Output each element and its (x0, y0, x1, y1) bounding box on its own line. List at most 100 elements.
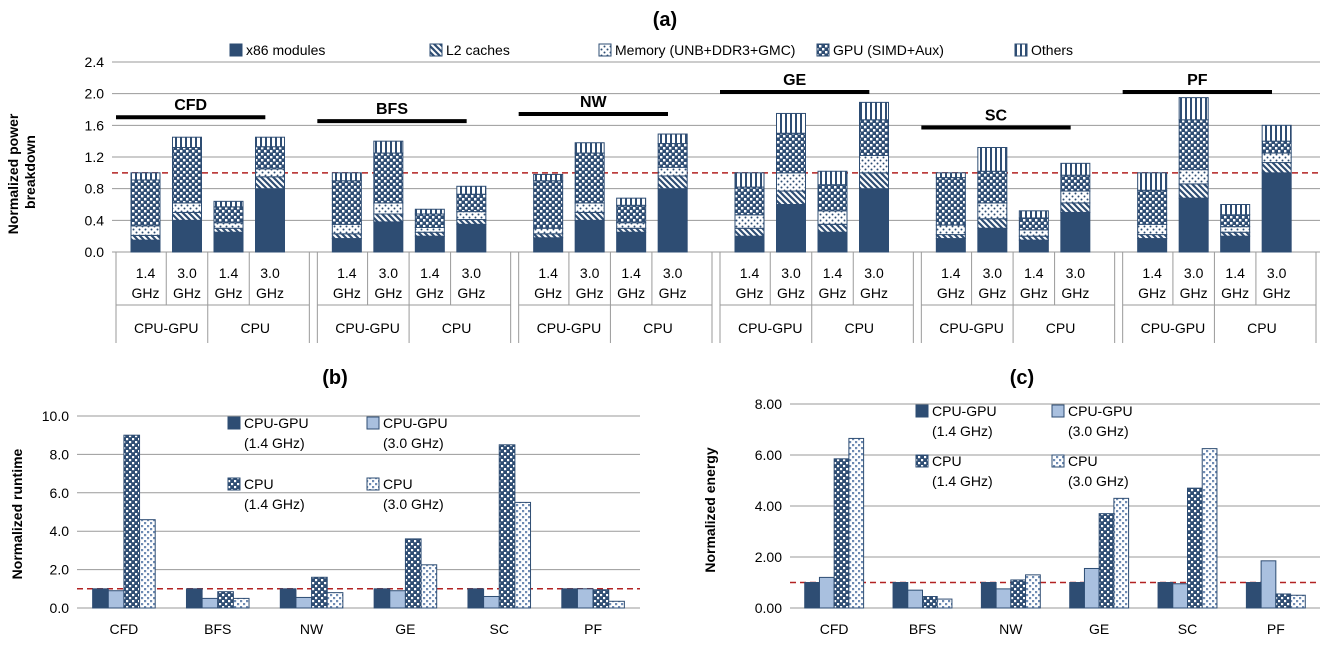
bar (995, 588, 1012, 609)
panel-c-legend: CPU-GPU (1.4 GHz) CPU-GPU (3.0 GHz) CPU (1.4 … (915, 403, 1133, 489)
bar-segment (172, 219, 202, 253)
benchmark-name: CFD (174, 97, 207, 114)
stacked-bar (331, 172, 362, 253)
stacked-bar (373, 140, 404, 253)
bar (1083, 567, 1100, 609)
stacked-bar (817, 170, 848, 253)
bar-segment (616, 204, 647, 224)
bar-segment (977, 170, 1008, 204)
bar-segment (414, 231, 445, 237)
freq-label: 1.4 (1225, 265, 1245, 281)
legend-swatch (1051, 454, 1065, 468)
benchmark-group: BFS (317, 101, 487, 253)
legend-item: L2 caches (429, 42, 510, 58)
benchmark-name: PF (1187, 72, 1208, 89)
benchmark-name: NW (580, 94, 608, 111)
bar-segment (331, 223, 362, 235)
benchmark-group: GE (720, 72, 889, 253)
bar-segment (1261, 152, 1292, 164)
bar-segment (1261, 162, 1292, 174)
panel-b-bars: CFD BFS NW GE SC PF (92, 434, 625, 637)
freq-label: 3.0 (663, 265, 683, 281)
x-tick-label: BFS (909, 621, 936, 637)
freq-unit: GHz (173, 285, 201, 301)
legend-swatch (1051, 404, 1065, 418)
stacked-bar (616, 197, 647, 253)
bar (892, 582, 909, 609)
legend-swatch (816, 43, 830, 57)
bar-segment (130, 225, 161, 236)
mode-label: CPU (1247, 320, 1277, 336)
legend-item: Memory (UNB+DDR3+GMC) (598, 42, 795, 58)
legend-swatch (229, 43, 243, 57)
freq-unit: GHz (1138, 285, 1166, 301)
y-tick-label: 2.00 (755, 549, 782, 565)
bar-segment (130, 172, 161, 181)
legend-label: GPU (SIMD+Aux) (833, 42, 944, 58)
bar-segment (373, 221, 404, 253)
freq-label: 3.0 (260, 265, 280, 281)
freq-label: 3.0 (983, 265, 1003, 281)
bar-segment (1137, 223, 1168, 236)
bar-segment (776, 112, 806, 134)
bar-segment (817, 170, 848, 186)
stacked-bar (574, 142, 605, 253)
benchmark-group: NW (518, 94, 688, 253)
y-tick-label: 1.6 (85, 117, 105, 133)
benchmark-name: SC (985, 108, 1008, 125)
legend-item: CPU-GPU (1.4 GHz) (915, 403, 997, 439)
bar-segment (859, 101, 889, 121)
bar (498, 444, 516, 609)
x-tick-label: PF (584, 621, 602, 637)
bar (1201, 448, 1218, 609)
bar (1069, 582, 1085, 609)
legend-item: CPU (1.4 GHz) (227, 476, 305, 512)
freq-unit: GHz (659, 285, 687, 301)
stacked-bar (734, 172, 765, 253)
legend-item: CPU (1.4 GHz) (915, 453, 993, 489)
bar (92, 588, 109, 609)
y-tick-label: 6.0 (50, 485, 70, 501)
bar-segment (1220, 226, 1251, 233)
x-tick-label: NW (300, 621, 324, 637)
bar-segment (657, 175, 688, 190)
bar-segment (1178, 169, 1209, 185)
bar-segment (977, 147, 1008, 172)
bar (467, 588, 485, 609)
bar-segment (616, 231, 647, 253)
bar-segment (1261, 124, 1292, 142)
bar-segment (130, 234, 161, 241)
bar-segment (657, 133, 688, 145)
bar-segment (414, 208, 445, 215)
freq-unit: GHz (576, 285, 604, 301)
legend-label: CPU-GPU (1068, 403, 1133, 419)
mode-label: CPU-GPU (335, 320, 400, 336)
bar-segment (817, 210, 848, 225)
bar (326, 592, 344, 609)
bar-segment (255, 176, 285, 190)
bar-segment (1018, 229, 1049, 237)
category-group: CFD (804, 437, 865, 637)
category-group: SC (467, 444, 532, 637)
category-group: GE (1069, 497, 1130, 637)
bar-segment (1178, 97, 1209, 121)
bar-segment (776, 172, 806, 192)
legend-label: CPU (1068, 453, 1098, 469)
bar-segment (331, 233, 362, 240)
bar-segment (373, 152, 404, 204)
freq-unit: GHz (777, 285, 805, 301)
freq-label: 1.4 (740, 265, 760, 281)
freq-unit: GHz (819, 285, 847, 301)
bar (217, 591, 234, 609)
stacked-bar (1018, 210, 1049, 253)
bar-segment (574, 152, 605, 204)
y-tick-label: 2.0 (50, 562, 70, 578)
legend-item: CPU (3.0 GHz) (1051, 453, 1129, 489)
bar-segment (935, 238, 966, 253)
bar-segment (616, 197, 647, 206)
bar-segment (574, 219, 605, 253)
legend-label: CPU-GPU (383, 415, 448, 431)
bar (201, 597, 219, 609)
bar-segment (859, 119, 889, 156)
